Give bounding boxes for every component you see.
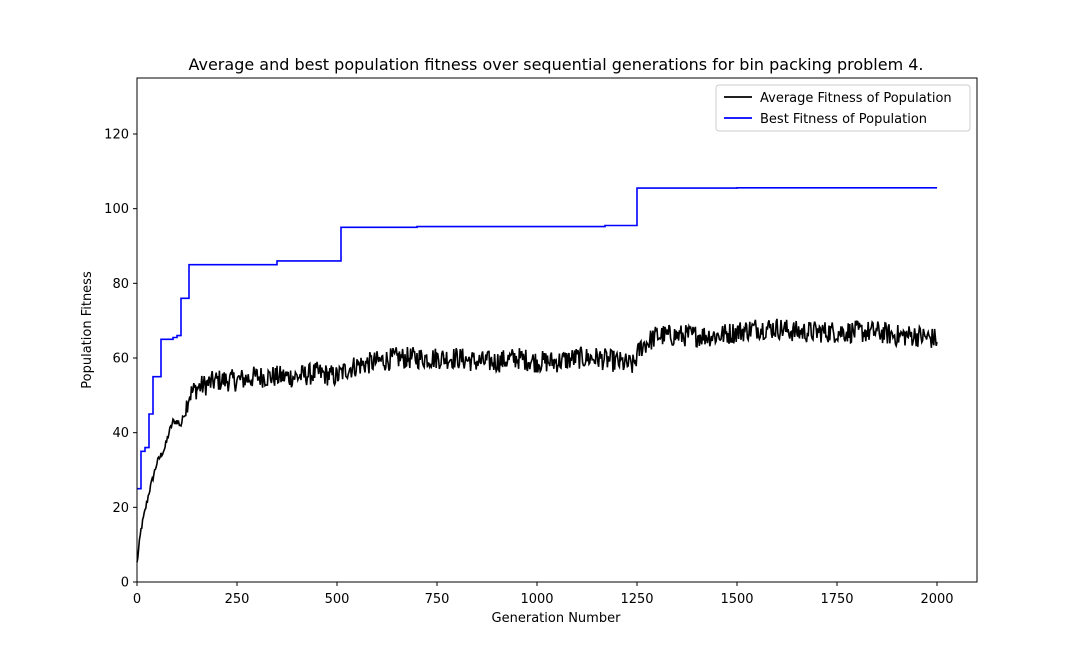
legend-label: Average Fitness of Population: [760, 91, 952, 106]
chart-title: Average and best population fitness over…: [188, 55, 923, 74]
x-axis: 0 250 500 750 1000 1250 1500 1750 2000: [133, 582, 954, 607]
y-axis-label: Population Fitness: [80, 271, 95, 389]
y-tick-label: 20: [112, 501, 129, 516]
x-axis-label: Generation Number: [492, 611, 622, 626]
plot-area: [136, 77, 978, 583]
series-line-0: [136, 318, 938, 563]
plot-frame: [136, 77, 978, 583]
y-tick-label: 0: [121, 576, 129, 591]
y-tick-label: 120: [104, 128, 129, 143]
x-tick-label: 250: [225, 592, 250, 607]
x-tick-label: 0: [133, 592, 141, 607]
legend-box: [715, 84, 971, 132]
x-tick-label: 500: [325, 592, 350, 607]
x-tick-label: 2000: [920, 592, 953, 607]
y-tick-label: 80: [112, 277, 129, 292]
y-tick-label: 60: [112, 352, 129, 367]
x-tick-label: 1000: [520, 592, 553, 607]
y-axis: 0 20 40 60 80 100 120: [104, 128, 137, 591]
legend-label: Best Fitness of Population: [760, 112, 927, 127]
legend: Average Fitness of Population Best Fitnes…: [715, 84, 971, 132]
y-tick-label: 100: [104, 202, 129, 217]
x-tick-label: 1750: [820, 592, 853, 607]
x-tick-label: 1500: [720, 592, 753, 607]
x-tick-label: 1250: [620, 592, 653, 607]
series-line-1: [137, 187, 937, 490]
x-tick-label: 750: [425, 592, 450, 607]
y-tick-label: 40: [112, 426, 129, 441]
